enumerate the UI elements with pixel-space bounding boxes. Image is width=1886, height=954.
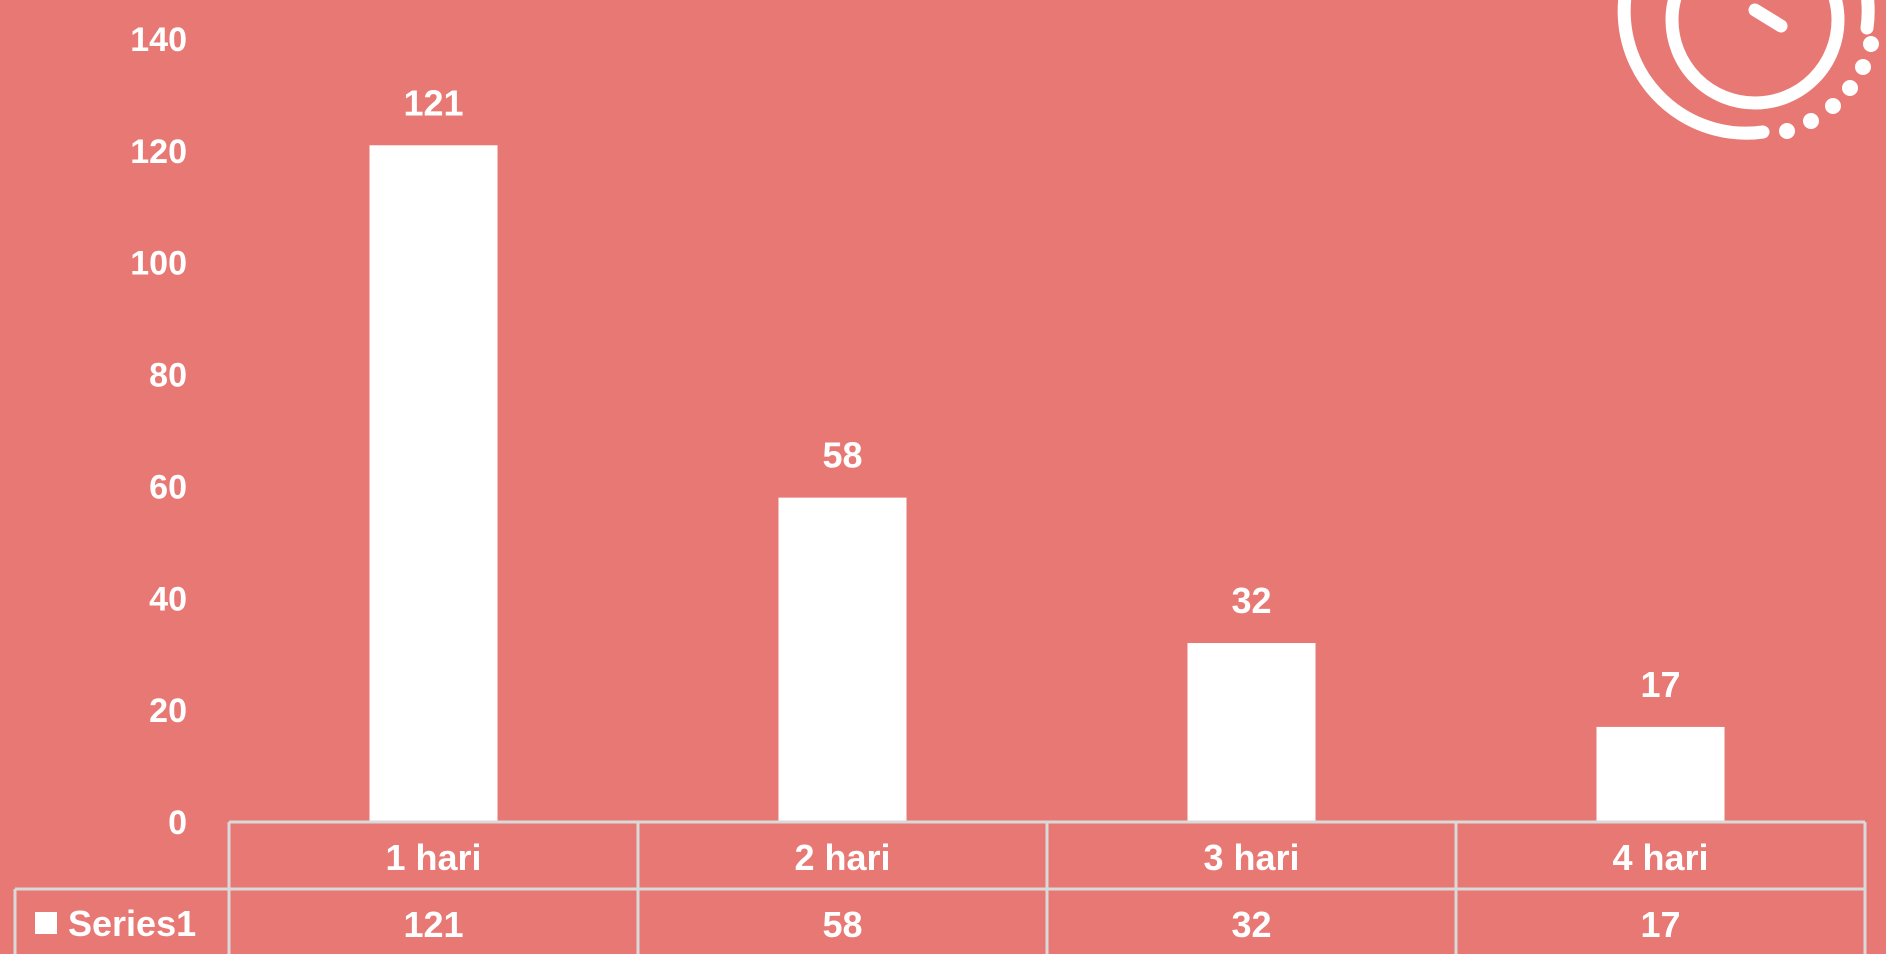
category-label: 3 hari — [1203, 837, 1299, 878]
table-value-cell: 32 — [1231, 904, 1271, 945]
y-tick-label: 100 — [130, 245, 187, 283]
data-labels: 121 58 32 17 — [403, 82, 1680, 705]
data-table: 1 hari 121 2 hari 58 3 hari 32 4 hari 17 Series1 — [13, 820, 1867, 954]
y-tick-label: 60 — [149, 468, 187, 506]
table-value-cell: 58 — [822, 904, 862, 945]
y-axis-ticks: 0 20 40 60 80 100 120 140 — [130, 21, 187, 842]
data-label: 58 — [822, 435, 862, 476]
table-value-cell: 121 — [403, 904, 463, 945]
data-label: 17 — [1640, 664, 1680, 705]
legend-swatch — [35, 912, 57, 934]
category-label: 4 hari — [1612, 837, 1708, 878]
bar — [1187, 643, 1316, 822]
y-tick-label: 140 — [130, 21, 187, 59]
clock-icon — [1617, 0, 1879, 140]
table-value-cell: 17 — [1640, 904, 1680, 945]
y-tick-label: 120 — [130, 133, 187, 171]
category-label: 2 hari — [794, 837, 890, 878]
y-tick-label: 40 — [149, 580, 187, 618]
y-tick-label: 20 — [149, 692, 187, 730]
y-tick-label: 80 — [149, 357, 187, 395]
bars — [369, 145, 1725, 822]
data-label: 32 — [1231, 580, 1271, 621]
data-label: 121 — [403, 82, 463, 123]
bar — [369, 145, 498, 822]
series-name-label: Series1 — [68, 903, 196, 944]
bar — [778, 497, 907, 822]
category-label: 1 hari — [385, 837, 481, 878]
y-tick-label: 0 — [168, 804, 187, 842]
bar — [1596, 726, 1725, 822]
